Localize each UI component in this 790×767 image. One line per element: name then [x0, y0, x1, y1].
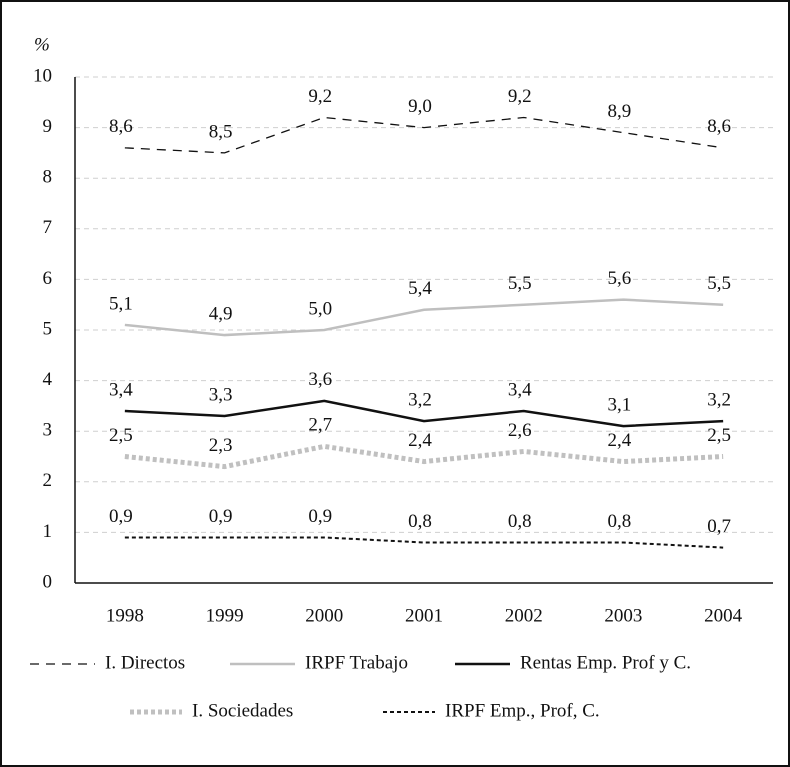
data-label: 2,5 — [109, 425, 133, 446]
data-label: 0,8 — [608, 511, 632, 532]
data-label: 3,4 — [508, 379, 532, 400]
x-tick-label: 1998 — [106, 605, 144, 626]
y-tick-label: 1 — [43, 521, 53, 542]
data-label: 3,4 — [109, 379, 133, 400]
series-line — [124, 116, 724, 154]
series-line — [124, 298, 724, 337]
series-line — [124, 399, 724, 428]
legend-label: I. Directos — [105, 652, 185, 673]
y-axis-label: % — [34, 34, 50, 55]
y-tick-label: 9 — [43, 116, 53, 137]
series-line — [124, 443, 724, 470]
y-tick-label: 8 — [43, 167, 53, 188]
x-tick-label: 2001 — [405, 605, 443, 626]
y-tick-label: 6 — [43, 268, 53, 289]
x-tick-label: 1999 — [206, 605, 244, 626]
data-label: 2,7 — [308, 415, 332, 436]
legend-label: Rentas Emp. Prof y C. — [520, 652, 691, 673]
y-tick-label: 10 — [33, 65, 52, 86]
data-label: 0,9 — [109, 506, 133, 527]
y-tick-label: 5 — [43, 318, 53, 339]
y-tick-label: 3 — [43, 420, 53, 441]
data-label: 3,1 — [608, 394, 632, 415]
series-line — [124, 536, 724, 549]
x-tick-label: 2000 — [305, 605, 343, 626]
data-label: 5,6 — [608, 268, 632, 289]
x-tick-label: 2004 — [704, 605, 743, 626]
data-label: 5,4 — [408, 278, 432, 299]
data-label: 0,9 — [308, 506, 332, 527]
y-tick-label: 4 — [43, 369, 53, 390]
data-label: 5,0 — [308, 298, 332, 319]
legend-label: I. Sociedades — [192, 700, 293, 721]
data-label: 0,8 — [408, 511, 432, 532]
data-label: 8,9 — [608, 101, 632, 122]
y-tick-label: 0 — [43, 571, 53, 592]
legend-label: IRPF Trabajo — [305, 652, 408, 673]
data-label: 0,9 — [209, 506, 233, 527]
x-tick-label: 2003 — [604, 605, 642, 626]
data-label: 2,4 — [408, 430, 432, 451]
data-label: 5,1 — [109, 293, 133, 314]
data-label: 9,0 — [408, 96, 432, 117]
data-label: 3,2 — [408, 389, 432, 410]
data-label: 8,6 — [707, 116, 731, 137]
data-label: 5,5 — [707, 273, 731, 294]
x-tick-label: 2002 — [505, 605, 543, 626]
data-label: 0,7 — [707, 516, 731, 537]
data-label: 3,2 — [707, 389, 731, 410]
data-label: 9,2 — [508, 86, 532, 107]
y-tick-label: 7 — [43, 217, 53, 238]
data-label: 5,5 — [508, 273, 532, 294]
data-label: 2,4 — [608, 430, 632, 451]
legend-label: IRPF Emp., Prof, C. — [445, 700, 600, 721]
data-label: 8,6 — [109, 116, 133, 137]
y-tick-label: 2 — [43, 470, 53, 491]
data-label: 2,6 — [508, 420, 532, 441]
data-label: 9,2 — [308, 86, 332, 107]
data-label: 8,5 — [209, 121, 233, 142]
data-label: 2,5 — [707, 425, 731, 446]
data-label: 2,3 — [209, 435, 233, 456]
data-label: 4,9 — [209, 303, 233, 324]
data-label: 3,3 — [209, 384, 233, 405]
data-label: 3,6 — [308, 369, 332, 390]
data-label: 0,8 — [508, 511, 532, 532]
